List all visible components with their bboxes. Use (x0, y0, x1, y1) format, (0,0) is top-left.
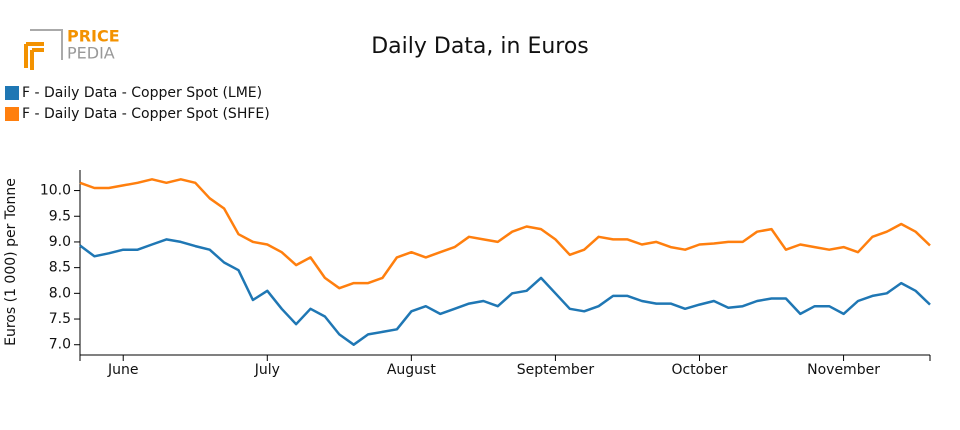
x-tick-label: September (517, 362, 595, 378)
x-tick-label: November (807, 362, 880, 378)
legend-label: F - Daily Data - Copper Spot (LME) (22, 85, 262, 101)
logo-text: PRICE (67, 27, 120, 46)
legend-label: F - Daily Data - Copper Spot (SHFE) (22, 106, 270, 122)
legend-swatch (5, 107, 19, 121)
x-tick-label: June (107, 362, 139, 378)
logo-icon (24, 42, 44, 70)
series-line (79, 238, 931, 346)
legend-swatch (5, 86, 19, 100)
logo: PRICE PEDIA (24, 27, 120, 70)
y-tick-label: 7.5 (49, 311, 71, 327)
y-tick-label: 8.5 (49, 260, 71, 276)
series-line (79, 178, 931, 290)
y-tick-label: 10.0 (40, 183, 71, 199)
chart-title: Daily Data, in Euros (371, 34, 589, 59)
y-tick-label: 8.0 (49, 285, 71, 301)
x-tick-label: July (254, 362, 280, 378)
x-tick-label: August (387, 362, 437, 378)
logo-text: PEDIA (67, 44, 115, 63)
y-tick-label: 9.0 (49, 234, 71, 250)
x-tick-label: October (671, 362, 727, 378)
y-tick-label: 7.0 (49, 337, 71, 353)
y-tick-label: 9.5 (49, 208, 71, 224)
y-axis-label: Euros (1 000) per Tonne (3, 178, 19, 346)
logo-frame (30, 29, 63, 60)
